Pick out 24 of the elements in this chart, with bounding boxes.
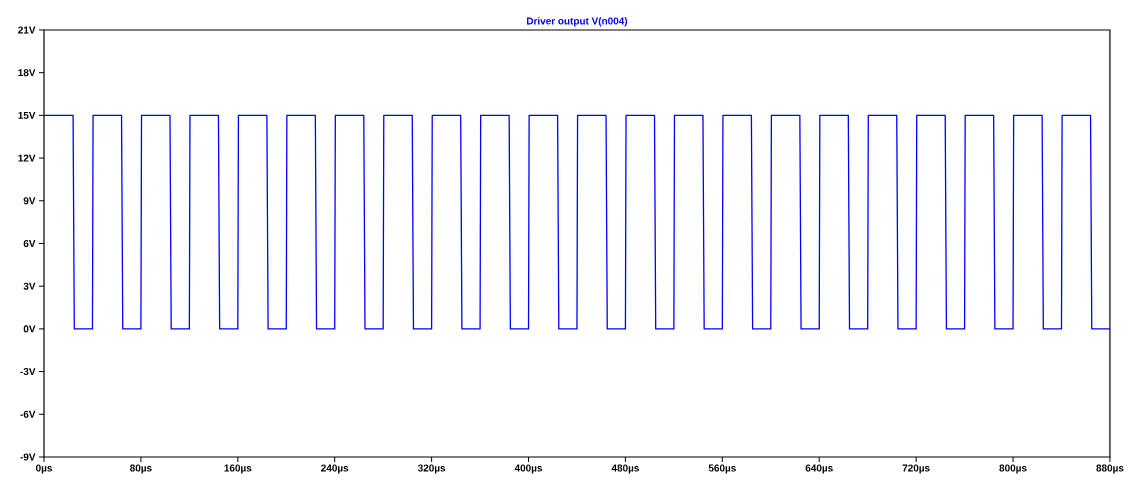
y-tick-label: -6V (20, 410, 36, 418)
x-tick-label: 720µs (902, 464, 930, 474)
y-tick-label: 15V (18, 111, 36, 119)
x-tick-label: 320µs (417, 464, 446, 474)
y-tick-label: -9V (20, 453, 36, 461)
x-tick-label: 400µs (514, 464, 543, 474)
chart-title: Driver output V(n004) (527, 17, 628, 27)
y-tick-label: 18V (18, 69, 36, 77)
y-tick-label: -3V (20, 368, 36, 376)
x-tick-label: 640µs (805, 464, 833, 474)
y-tick-label: 9V (23, 197, 36, 205)
x-tick-label: 0µs (35, 464, 53, 474)
x-tick-label: 240µs (321, 464, 349, 474)
x-tick-label: 880µs (1096, 464, 1124, 474)
y-tick-label: 3V (23, 282, 36, 290)
y-tick-label: 6V (23, 239, 36, 248)
y-tick-label: 12V (18, 154, 36, 162)
y-tick-label: 0V (23, 325, 36, 333)
y-tick-label: 21V (18, 26, 36, 34)
x-tick-label: 160µs (224, 464, 252, 474)
x-tick-label: 560µs (708, 464, 736, 474)
x-tick-label: 800µs (999, 464, 1027, 474)
x-tick-label: 80µs (130, 464, 152, 474)
x-tick-label: 480µs (611, 464, 639, 474)
